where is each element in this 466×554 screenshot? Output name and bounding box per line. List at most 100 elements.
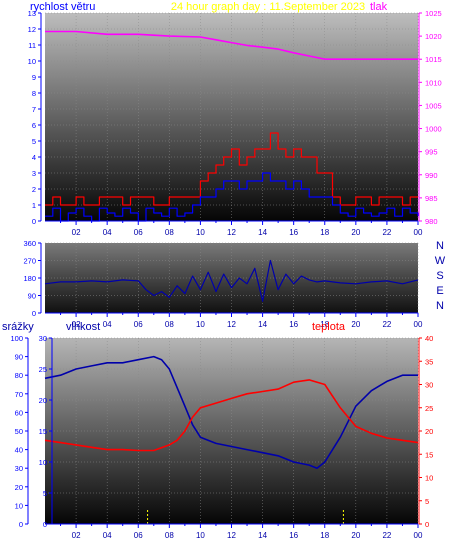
x-tick-label: 12 <box>227 228 236 237</box>
humidity-tick-label: 30 <box>39 334 47 343</box>
rain-tick-label: 40 <box>15 446 23 455</box>
wind-tick-label: 7 <box>32 105 36 114</box>
wind-tick-label: 6 <box>32 121 36 130</box>
x-tick-label: 20 <box>351 320 360 329</box>
x-tick-label: 04 <box>103 531 112 540</box>
compass-label: S <box>436 270 443 282</box>
chart-title: 24 hour graph day : 11.September 2023 <box>171 1 365 13</box>
rain-tick-label: 90 <box>15 353 23 362</box>
direction-tick-label: 360 <box>23 239 36 248</box>
rain-axis-title: srážky <box>2 321 34 333</box>
wind-tick-label: 5 <box>32 137 36 146</box>
x-tick-label: 04 <box>103 228 112 237</box>
pressure-series <box>45 30 418 60</box>
compass-label: N <box>436 300 444 312</box>
humidity-tick-label: 15 <box>39 427 47 436</box>
wind-tick-label: 11 <box>28 41 36 50</box>
direction-tick-label: 270 <box>23 257 36 266</box>
axes: 02 04 06 08 10 12 14 16 18 20 22 000123456789101112… <box>10 9 441 540</box>
x-tick-label: 08 <box>165 228 174 237</box>
x-tick-label: 16 <box>289 228 298 237</box>
x-tick-label: 02 <box>72 228 81 237</box>
direction-tick-label: 0 <box>32 309 36 318</box>
temperature-tick-label: 35 <box>425 357 433 366</box>
rain-tick-label: 10 <box>15 501 23 510</box>
pressure-axis-title: tlak <box>370 1 388 13</box>
wind-axis-title: rychlost větru <box>30 1 95 13</box>
pressure-tick-label: 1010 <box>425 78 442 87</box>
temperature-tick-label: 15 <box>425 450 433 459</box>
x-tick-label: 10 <box>196 228 205 237</box>
x-tick-label: 12 <box>227 531 236 540</box>
rain-tick-label: 100 <box>10 334 23 343</box>
wind-speed-series <box>45 132 418 206</box>
x-tick-label: 14 <box>258 531 267 540</box>
x-tick-label: 22 <box>382 531 391 540</box>
x-tick-label: 10 <box>196 531 205 540</box>
wind-tick-label: 3 <box>32 169 36 178</box>
pressure-tick-label: 1025 <box>425 9 442 18</box>
pressure-tick-label: 1005 <box>425 101 442 110</box>
x-tick-label: 02 <box>72 531 81 540</box>
x-tick-label: 20 <box>351 228 360 237</box>
x-tick-label: 08 <box>165 531 174 540</box>
temperature-axis-title: teplota <box>312 321 346 333</box>
x-tick-label: 16 <box>289 531 298 540</box>
x-tick-label: 06 <box>134 228 143 237</box>
temperature-tick-label: 0 <box>425 520 429 529</box>
x-tick-label: 06 <box>134 320 143 329</box>
humidity-axis-title: vlhkost <box>66 321 100 333</box>
pressure-tick-label: 985 <box>425 194 438 203</box>
pressure-tick-label: 1020 <box>425 32 442 41</box>
pressure-tick-label: 1015 <box>425 55 442 64</box>
humidity-tick-label: 10 <box>39 458 47 467</box>
x-tick-label: 06 <box>134 531 143 540</box>
x-tick-label: 00 <box>414 531 423 540</box>
rain-tick-label: 80 <box>15 371 23 380</box>
compass-label: E <box>436 285 443 297</box>
x-tick-label: 22 <box>382 228 391 237</box>
temperature-tick-label: 20 <box>425 427 433 436</box>
x-tick-label: 20 <box>351 531 360 540</box>
x-tick-label: 08 <box>165 320 174 329</box>
temperature-series <box>44 379 419 452</box>
x-tick-label: 16 <box>289 320 298 329</box>
pressure-tick-label: 1000 <box>425 125 442 134</box>
pressure-tick-label: 995 <box>425 148 438 157</box>
wind-direction-series <box>44 259 419 302</box>
rain-tick-label: 30 <box>15 464 23 473</box>
temperature-tick-label: 10 <box>425 474 433 483</box>
direction-tick-label: 90 <box>28 292 36 301</box>
wind-tick-label: 1 <box>32 201 36 210</box>
wind-tick-label: 9 <box>32 73 36 82</box>
compass-label: N <box>436 240 444 252</box>
humidity-tick-label: 5 <box>43 489 47 498</box>
x-tick-label: 18 <box>320 320 329 329</box>
x-tick-label: 18 <box>320 531 329 540</box>
chart-marks <box>44 30 419 524</box>
direction-tick-label: 180 <box>23 274 36 283</box>
wind-tick-label: 10 <box>28 57 36 66</box>
temperature-tick-label: 25 <box>425 404 433 413</box>
rain-tick-label: 50 <box>15 427 23 436</box>
x-tick-label: 00 <box>414 320 423 329</box>
humidity-tick-label: 20 <box>39 396 47 405</box>
x-tick-label: 00 <box>414 228 423 237</box>
wind-gust-series <box>45 172 419 222</box>
wind-tick-label: 8 <box>32 89 36 98</box>
rain-tick-label: 0 <box>19 520 23 529</box>
humidity-tick-label: 25 <box>39 365 47 374</box>
rain-tick-label: 20 <box>15 483 23 492</box>
humidity-tick-label: 0 <box>43 520 47 529</box>
wind-tick-label: 0 <box>32 217 36 226</box>
x-tick-label: 10 <box>196 320 205 329</box>
compass-label: W <box>435 255 446 267</box>
wind-tick-label: 4 <box>32 153 36 162</box>
x-tick-label: 04 <box>103 320 112 329</box>
x-tick-label: 18 <box>320 228 329 237</box>
x-tick-label: 12 <box>227 320 236 329</box>
panel-1-background <box>45 13 418 221</box>
wind-tick-label: 2 <box>32 185 36 194</box>
